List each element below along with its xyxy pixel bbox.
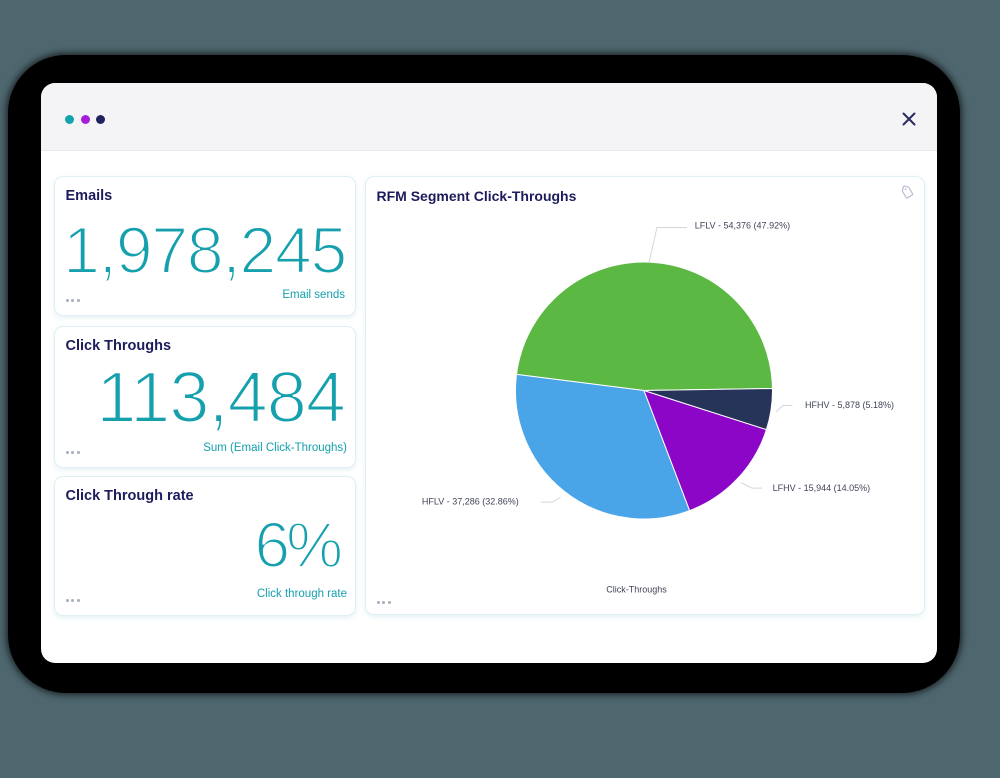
svg-text:LFLV - 54,376 (47.92%): LFLV - 54,376 (47.92%) — [695, 221, 790, 231]
svg-text:HFLV - 37,286 (32.86%): HFLV - 37,286 (32.86%) — [422, 497, 519, 507]
svg-text:Click-Throughs: Click-Throughs — [606, 585, 667, 595]
svg-text:LFHV - 15,944 (14.05%): LFHV - 15,944 (14.05%) — [773, 483, 871, 493]
svg-text:HFHV - 5,878 (5.18%): HFHV - 5,878 (5.18%) — [805, 400, 894, 410]
